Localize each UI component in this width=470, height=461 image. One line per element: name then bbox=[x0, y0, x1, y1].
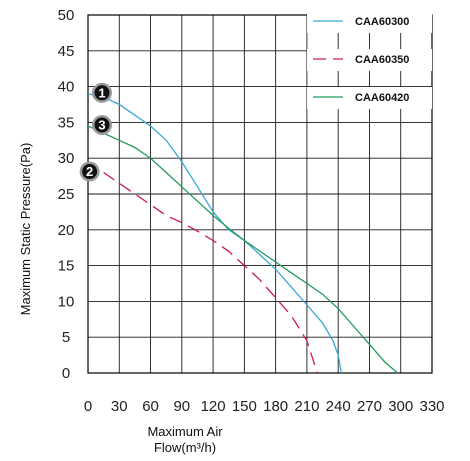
marker-label-2: 2 bbox=[86, 164, 93, 179]
series-line-CAA60350 bbox=[103, 171, 318, 374]
marker-badge-2 bbox=[82, 164, 98, 180]
y-tick-label-9: 45 bbox=[58, 43, 75, 60]
y-tick-label-5: 25 bbox=[58, 186, 75, 203]
marker-badge-3 bbox=[94, 117, 110, 133]
x-axis-label-line-2: Flow(m³/h) bbox=[154, 440, 216, 455]
series-line-CAA60420 bbox=[87, 125, 399, 374]
marker-badge-1 bbox=[94, 85, 110, 101]
series-lines bbox=[87, 93, 399, 374]
marker-label-3: 3 bbox=[98, 117, 105, 132]
series-markers: 1 2 3 bbox=[79, 82, 112, 182]
legend-label-CAA60350: CAA60350 bbox=[355, 54, 409, 66]
y-tick-label-7: 35 bbox=[58, 114, 75, 131]
legend-bg-CAA60300 bbox=[307, 11, 432, 33]
plot-frame bbox=[87, 14, 433, 374]
marker-label-1: 1 bbox=[98, 85, 105, 100]
x-axis-label-line-1: Maximum Air bbox=[147, 424, 223, 439]
y-tick-label-2: 10 bbox=[58, 293, 75, 310]
x-tick-label-3: 90 bbox=[173, 398, 190, 415]
tick-labels: 0 30 60 90 120 150 180 210 240 270 300 330051015202… bbox=[58, 7, 445, 415]
y-tick-label-8: 40 bbox=[58, 79, 75, 96]
x-tick-label-6: 180 bbox=[263, 398, 288, 415]
plot-border bbox=[87, 14, 433, 374]
x-tick-label-10: 300 bbox=[388, 398, 413, 415]
y-tick-label-4: 20 bbox=[58, 222, 75, 239]
y-tick-label-6: 30 bbox=[58, 150, 75, 167]
x-tick-label-1: 30 bbox=[111, 398, 128, 415]
x-tick-label-9: 270 bbox=[357, 398, 382, 415]
y-tick-label-0: 0 bbox=[62, 365, 70, 382]
y-tick-label-3: 15 bbox=[58, 258, 75, 275]
x-tick-label-4: 120 bbox=[201, 398, 226, 415]
legend-bg-CAA60350 bbox=[307, 49, 432, 71]
x-tick-label-7: 210 bbox=[294, 398, 319, 415]
y-axis-label: Maximum Static Pressure(Pa) bbox=[18, 143, 33, 316]
y-tick-label-10: 50 bbox=[58, 7, 75, 24]
x-tick-label-0: 0 bbox=[84, 398, 92, 415]
legend-bg-CAA60420 bbox=[307, 87, 432, 109]
x-tick-label-5: 150 bbox=[232, 398, 257, 415]
series-line-CAA60300 bbox=[87, 93, 342, 374]
legend: CAA60300 CAA60350 CAA60420 bbox=[307, 11, 432, 109]
y-tick-label-1: 5 bbox=[62, 329, 70, 346]
legend-label-CAA60300: CAA60300 bbox=[355, 16, 409, 28]
x-tick-label-11: 330 bbox=[419, 398, 444, 415]
x-tick-label-2: 60 bbox=[142, 398, 159, 415]
legend-label-CAA60420: CAA60420 bbox=[355, 92, 409, 104]
x-tick-label-8: 240 bbox=[326, 398, 351, 415]
